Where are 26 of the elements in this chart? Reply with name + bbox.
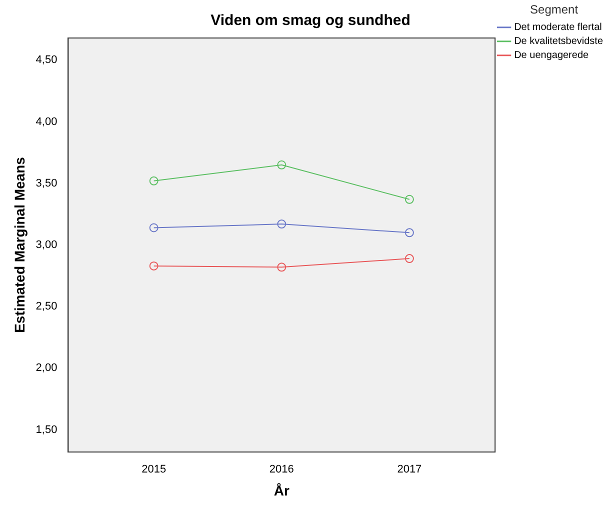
legend-label: De uengagerede (514, 50, 590, 62)
x-tick-label: 2015 (142, 464, 166, 476)
point (149, 261, 158, 270)
y-tick-label: 1,50 (36, 424, 58, 436)
point (149, 176, 158, 186)
y-tick-label: 2,00 (36, 362, 58, 374)
legend-label: De kvalitetsbevidste (514, 36, 604, 48)
legend-label: Det moderate flertal (514, 22, 602, 34)
y-tick-label: 2,50 (36, 300, 58, 313)
point (277, 160, 286, 170)
y-axis-title: Estimated Marginal Means (11, 156, 28, 333)
point (149, 223, 158, 232)
x-tick-label: 2016 (269, 464, 294, 476)
y-tick-label: 3,00 (36, 239, 58, 252)
point (404, 254, 414, 264)
x-axis-title: År (274, 482, 290, 498)
point (404, 194, 414, 204)
legend-title: Segment (530, 2, 579, 16)
y-tick-label: 3,50 (36, 177, 58, 190)
point (277, 220, 286, 229)
y-tick-label: 4,50 (36, 54, 58, 66)
point (404, 228, 414, 238)
point (277, 262, 286, 272)
y-tick-label: 4,00 (36, 116, 58, 128)
chart-title: Viden om smag og sundhed (210, 12, 410, 30)
x-tick-label: 2017 (397, 464, 422, 476)
